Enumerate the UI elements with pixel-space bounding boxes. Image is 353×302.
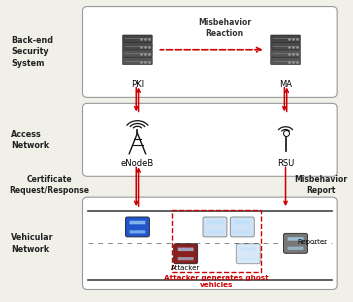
FancyBboxPatch shape: [207, 221, 223, 224]
FancyBboxPatch shape: [207, 230, 223, 233]
Text: RSU: RSU: [277, 159, 294, 168]
FancyBboxPatch shape: [122, 43, 152, 50]
FancyBboxPatch shape: [83, 197, 337, 290]
FancyBboxPatch shape: [230, 217, 254, 237]
FancyBboxPatch shape: [240, 248, 256, 251]
FancyBboxPatch shape: [125, 217, 149, 237]
FancyBboxPatch shape: [122, 35, 152, 42]
FancyBboxPatch shape: [288, 247, 304, 250]
FancyBboxPatch shape: [178, 257, 193, 260]
Text: MA: MA: [279, 80, 292, 89]
FancyBboxPatch shape: [83, 7, 337, 97]
FancyBboxPatch shape: [130, 221, 145, 224]
Text: Misbehavior
Reaction: Misbehavior Reaction: [198, 18, 251, 38]
Bar: [172, 210, 261, 272]
FancyBboxPatch shape: [122, 50, 152, 57]
FancyBboxPatch shape: [203, 217, 227, 237]
Text: Reporter: Reporter: [297, 239, 327, 246]
Text: Attacker: Attacker: [171, 265, 200, 271]
FancyBboxPatch shape: [283, 233, 307, 253]
Text: Misbehavior
Report: Misbehavior Report: [294, 175, 347, 195]
FancyBboxPatch shape: [236, 244, 260, 264]
Text: eNodeB: eNodeB: [121, 159, 154, 168]
FancyBboxPatch shape: [271, 35, 300, 42]
FancyBboxPatch shape: [174, 244, 198, 264]
Text: PKI: PKI: [131, 80, 144, 89]
Text: Back-end
Security
System: Back-end Security System: [11, 36, 53, 68]
FancyBboxPatch shape: [234, 221, 250, 224]
FancyBboxPatch shape: [271, 50, 300, 57]
FancyBboxPatch shape: [83, 103, 337, 176]
FancyBboxPatch shape: [240, 257, 256, 260]
Text: Vehicular
Network: Vehicular Network: [11, 233, 54, 254]
FancyBboxPatch shape: [288, 237, 304, 241]
Text: Attacker generates ghost
vehicles: Attacker generates ghost vehicles: [164, 275, 269, 288]
FancyBboxPatch shape: [178, 248, 193, 251]
FancyBboxPatch shape: [271, 43, 300, 50]
Text: Access
Network: Access Network: [11, 130, 49, 150]
FancyBboxPatch shape: [122, 57, 152, 65]
FancyBboxPatch shape: [234, 230, 250, 233]
FancyBboxPatch shape: [271, 57, 300, 65]
FancyBboxPatch shape: [130, 230, 145, 233]
Text: Certificate
Request/Response: Certificate Request/Response: [9, 175, 89, 195]
